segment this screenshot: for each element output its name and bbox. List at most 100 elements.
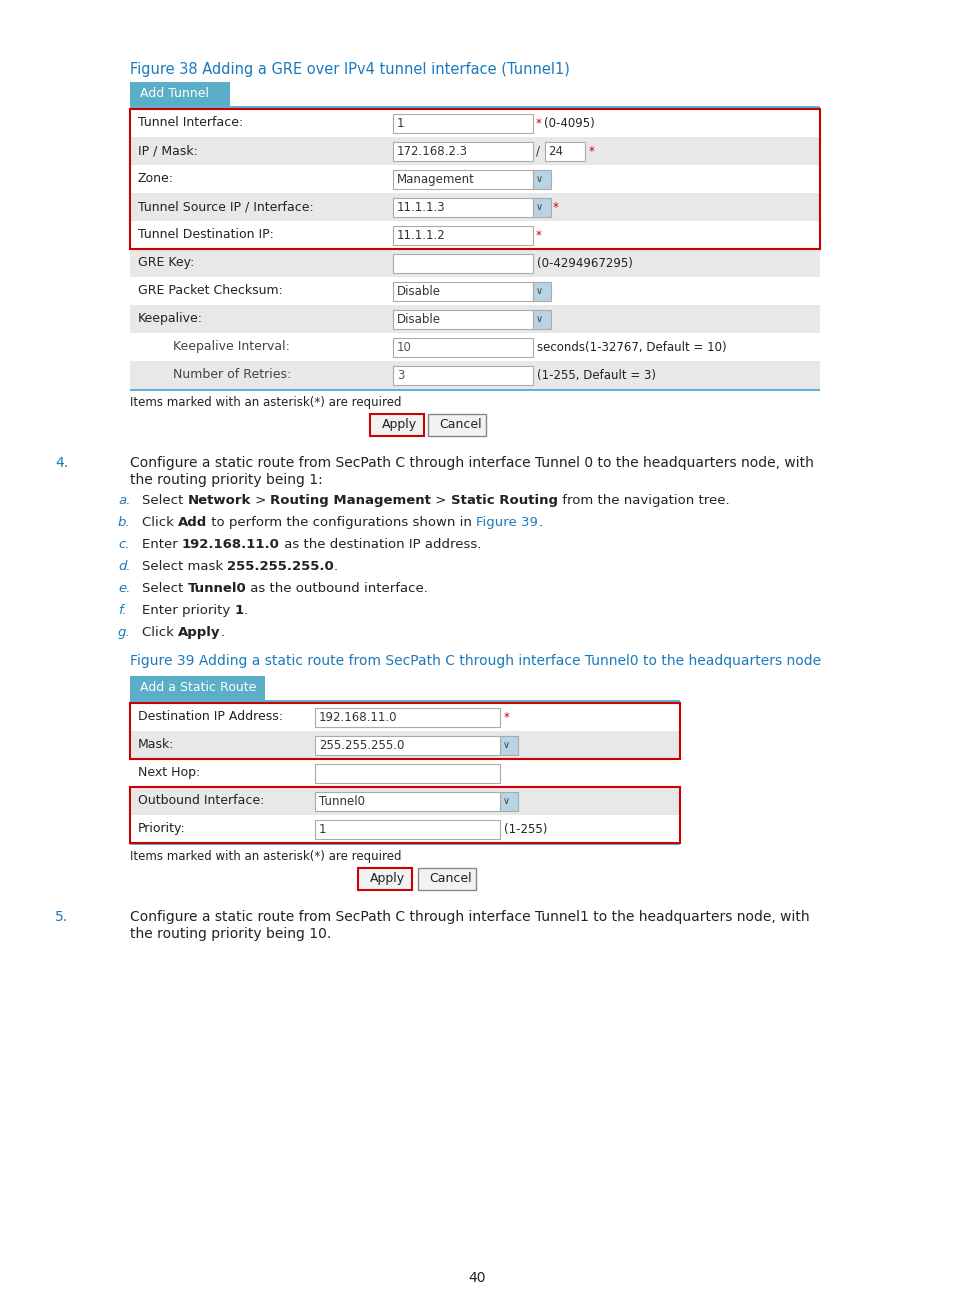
Text: Network: Network	[188, 494, 251, 507]
Text: Destination IP Address:: Destination IP Address:	[138, 710, 283, 723]
Text: Enter priority: Enter priority	[142, 604, 234, 617]
Text: Enter: Enter	[142, 538, 182, 551]
Text: .: .	[537, 516, 542, 529]
Bar	[130, 787, 679, 842]
Bar	[533, 283, 551, 301]
Bar	[393, 338, 533, 356]
Bar	[130, 333, 820, 362]
Text: from the navigation tree.: from the navigation tree.	[558, 494, 729, 507]
Bar	[130, 165, 820, 193]
Bar	[533, 198, 551, 216]
Text: Tunnel Destination IP:: Tunnel Destination IP:	[138, 228, 274, 241]
Text: Figure 39 Adding a static route from SecPath C through interface Tunnel0 to the : Figure 39 Adding a static route from Sec…	[130, 654, 821, 667]
Text: Add: Add	[178, 516, 207, 529]
Bar	[130, 677, 265, 700]
Text: Select: Select	[142, 582, 188, 595]
Bar	[130, 787, 679, 815]
Text: ∨: ∨	[502, 796, 510, 806]
Bar	[393, 283, 533, 301]
Text: Configure a static route from SecPath C through interface Tunnel1 to the headqua: Configure a static route from SecPath C …	[130, 910, 809, 924]
Bar	[130, 222, 820, 249]
Text: (0-4294967295): (0-4294967295)	[537, 257, 632, 270]
Bar	[544, 143, 584, 161]
Bar	[130, 702, 679, 759]
Text: Select: Select	[142, 494, 188, 507]
Text: Apply: Apply	[370, 872, 405, 885]
Bar	[314, 736, 499, 756]
Bar	[393, 226, 533, 245]
Text: GRE Packet Checksum:: GRE Packet Checksum:	[138, 284, 283, 297]
Bar	[130, 109, 820, 137]
Text: 4.: 4.	[55, 456, 68, 470]
Text: Number of Retries:: Number of Retries:	[172, 368, 291, 381]
Text: .: .	[220, 626, 225, 639]
Text: /: /	[536, 145, 539, 158]
Text: Zone:: Zone:	[138, 172, 173, 185]
Text: as the destination IP address.: as the destination IP address.	[279, 538, 480, 551]
Text: g.: g.	[118, 626, 131, 639]
Text: 3: 3	[396, 369, 404, 382]
Text: 40: 40	[468, 1271, 485, 1286]
Text: 1: 1	[396, 117, 404, 130]
Text: the routing priority being 1:: the routing priority being 1:	[130, 473, 322, 487]
Text: Priority:: Priority:	[138, 822, 186, 835]
Text: e.: e.	[118, 582, 131, 595]
Bar	[499, 736, 517, 756]
Text: Figure 39: Figure 39	[476, 516, 537, 529]
Text: ∨: ∨	[536, 286, 542, 295]
Text: GRE Key:: GRE Key:	[138, 257, 194, 270]
Bar	[428, 413, 485, 435]
Text: Tunnel Source IP / Interface:: Tunnel Source IP / Interface:	[138, 200, 314, 213]
Text: Cancel: Cancel	[429, 872, 471, 885]
Text: c.: c.	[118, 538, 130, 551]
Text: a.: a.	[118, 494, 131, 507]
Text: Apply: Apply	[381, 419, 416, 432]
Text: as the outbound interface.: as the outbound interface.	[246, 582, 428, 595]
Bar	[393, 114, 533, 133]
Bar	[130, 362, 820, 389]
Bar	[130, 842, 679, 845]
Text: Static Routing: Static Routing	[451, 494, 558, 507]
Text: .: .	[334, 560, 338, 573]
Text: Select mask: Select mask	[142, 560, 227, 573]
Bar	[130, 82, 230, 106]
Text: Routing Management: Routing Management	[271, 494, 431, 507]
Text: (1-255, Default = 3): (1-255, Default = 3)	[537, 369, 656, 382]
Text: Keepalive Interval:: Keepalive Interval:	[172, 340, 290, 353]
Text: b.: b.	[118, 516, 131, 529]
Text: ∨: ∨	[536, 174, 542, 184]
Bar	[533, 310, 551, 329]
Bar	[357, 868, 412, 890]
Text: Keepalive:: Keepalive:	[138, 312, 203, 325]
Text: Click: Click	[142, 626, 178, 639]
Bar	[130, 815, 679, 842]
Text: 5.: 5.	[55, 910, 68, 924]
Text: 192.168.11.0: 192.168.11.0	[318, 712, 397, 724]
Bar	[417, 868, 476, 890]
Text: seconds(1-32767, Default = 10): seconds(1-32767, Default = 10)	[537, 341, 726, 354]
Bar	[130, 137, 820, 165]
Text: Disable: Disable	[396, 314, 440, 327]
Text: 24: 24	[547, 145, 562, 158]
Bar	[130, 106, 820, 109]
Text: IP / Mask:: IP / Mask:	[138, 144, 197, 157]
Bar	[130, 109, 820, 249]
Text: 11.1.1.2: 11.1.1.2	[396, 229, 445, 242]
Bar	[130, 759, 679, 787]
Text: Management: Management	[396, 172, 475, 187]
Bar	[393, 254, 533, 273]
Text: ∨: ∨	[536, 202, 542, 213]
Text: 172.168.2.3: 172.168.2.3	[396, 145, 468, 158]
Bar	[533, 170, 551, 189]
Text: 255.255.255.0: 255.255.255.0	[227, 560, 334, 573]
Text: Items marked with an asterisk(*) are required: Items marked with an asterisk(*) are req…	[130, 850, 401, 863]
Text: (1-255): (1-255)	[503, 823, 547, 836]
Text: >: >	[431, 494, 451, 507]
Text: f.: f.	[118, 604, 127, 617]
Text: Apply: Apply	[178, 626, 220, 639]
Text: 10: 10	[396, 341, 412, 354]
Text: *: *	[588, 145, 595, 158]
Bar	[314, 792, 499, 811]
Text: *: *	[536, 229, 541, 242]
Bar	[130, 277, 820, 305]
